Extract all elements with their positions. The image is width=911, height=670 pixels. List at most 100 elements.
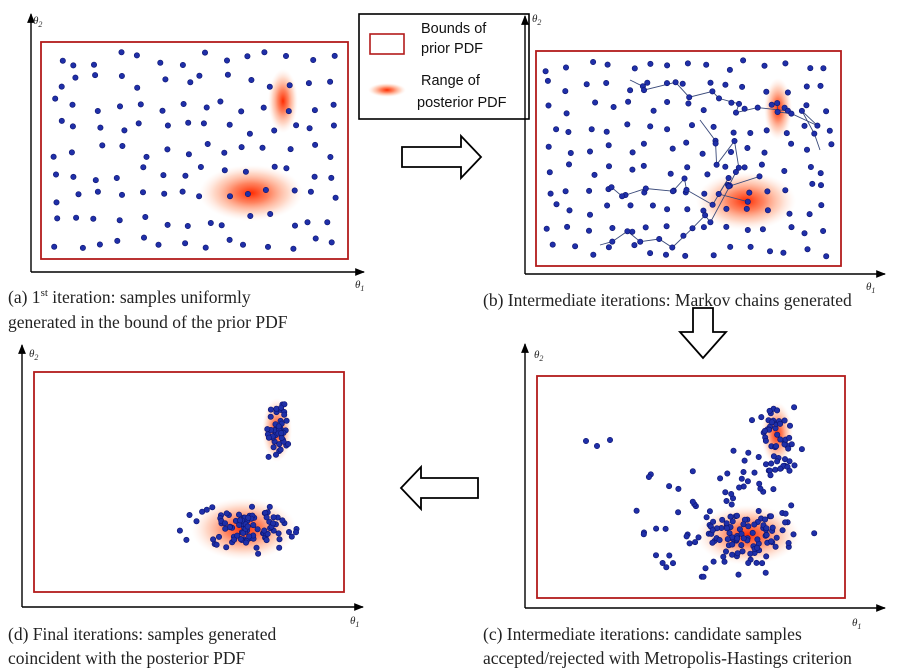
- panel-d-sample-dot: [292, 529, 299, 536]
- panel-c-stray-sample-dot: [724, 470, 731, 477]
- panel-a-sample-dot: [286, 82, 293, 89]
- panel-b-sample-dot: [763, 127, 770, 134]
- panel-a-sample-dot: [58, 83, 65, 90]
- panel-a-sample-dot: [327, 154, 334, 161]
- panel-d: θ2 θ1 (d) Final iterations: samples gene…: [8, 344, 364, 668]
- panel-c-outlier-sample-dot: [606, 436, 613, 443]
- panel-b-sample-dot: [644, 79, 651, 86]
- panel-d-sample-dot: [183, 536, 190, 543]
- panel-c-sample-dot: [729, 518, 736, 525]
- panel-d-sample-dot: [223, 510, 230, 517]
- panel-d-sample-dot: [261, 527, 268, 534]
- panel-a-sample-dot: [246, 130, 253, 137]
- panel-a-sample-dot: [164, 146, 171, 153]
- panel-a-sample-dot: [79, 244, 86, 251]
- panel-a-sample-dot: [244, 191, 251, 198]
- panel-a-sample-dot: [327, 78, 334, 85]
- panel-b-sample-dot: [803, 146, 810, 153]
- panel-b-sample-dot: [566, 207, 573, 214]
- panel-c-sample-dot: [762, 516, 769, 523]
- panel-a-sample-dot: [261, 49, 268, 56]
- panel-b-chain-sample-dot: [732, 169, 739, 176]
- panel-a-sample-dot: [164, 221, 171, 228]
- panel-a-sample-dot: [290, 245, 297, 252]
- panel-c-sample-dot: [740, 521, 747, 528]
- panel-a-sample-dot: [226, 236, 233, 243]
- panel-b-sample-dot: [562, 188, 569, 195]
- panel-a-sample-dot: [54, 215, 61, 222]
- panel-b-sample-dot: [823, 253, 830, 260]
- panel-c-prior-bound: [536, 375, 846, 599]
- panel-b-chain-sample-dot: [725, 175, 732, 182]
- panel-d-sample-dot: [222, 520, 229, 527]
- panel-c-sample-dot: [709, 539, 716, 546]
- panel-b-sample-dot: [624, 121, 631, 128]
- panel-b-chain-sample-dot: [702, 212, 709, 219]
- panel-a-sample-dot: [242, 168, 249, 175]
- panel-d-sample-dot: [263, 537, 270, 544]
- panel-b-sample-dot: [764, 207, 771, 214]
- panel-d-y-label: θ2: [29, 348, 38, 362]
- panel-b-sample-dot: [726, 66, 733, 73]
- panel-b-sample-dot: [604, 202, 611, 209]
- panel-c-sample-dot: [747, 550, 754, 557]
- panel-b-sample-dot: [649, 202, 656, 209]
- panel-b-sample-dot: [545, 102, 552, 109]
- panel-a-sample-dot: [118, 49, 125, 56]
- panel-c-stray-sample-dot: [726, 530, 733, 537]
- flow-arrow-right-icon: [401, 133, 483, 181]
- panel-c-outlier-sample-dot: [582, 437, 589, 444]
- panel-c-trail-sample-dot: [772, 466, 779, 473]
- panel-d-sample-dot: [209, 504, 216, 511]
- panel-d-sample-dot: [276, 536, 283, 543]
- panel-a-sample-dot: [113, 175, 120, 182]
- panel-a-sample-dot: [117, 103, 124, 110]
- panel-b-chain-sample-dot: [656, 236, 663, 243]
- panel-b-sample-dot: [567, 150, 574, 157]
- panel-d-sample-dot: [279, 517, 286, 524]
- panel-b-sample-dot: [591, 171, 598, 178]
- panel-c-sample-dot: [728, 501, 735, 508]
- panel-c-sample-dot: [748, 417, 755, 424]
- panel-b-sample-dot: [758, 161, 765, 168]
- panel-a-sample-dot: [142, 214, 149, 221]
- panel-c-sample-dot: [745, 559, 752, 566]
- legend-bounds-label-2: prior PDF: [421, 41, 483, 57]
- panel-d-sample-dot: [285, 528, 292, 535]
- panel-a-sample-dot: [133, 52, 140, 59]
- panel-b-chain-sample-dot: [689, 225, 696, 232]
- panel-d-caption-line-2: coincident with the posterior PDF: [8, 648, 245, 668]
- panel-a-sample-dot: [92, 72, 99, 79]
- panel-b-chain-sample-dot: [686, 94, 693, 101]
- panel-b-chain-sample-dot: [683, 186, 690, 193]
- panel-c-stray-sample-dot: [710, 558, 717, 565]
- legend-posterior-swatch: [368, 83, 406, 97]
- panel-c-sample-dot: [763, 553, 770, 560]
- panel-b-sample-dot: [727, 243, 734, 250]
- panel-b-sample-dot: [803, 83, 810, 90]
- panel-b-sample-dot: [747, 130, 754, 137]
- panel-d-sample-dot: [283, 417, 290, 424]
- panel-b-sample-dot: [784, 89, 791, 96]
- panel-b-chain-sample-dot: [609, 238, 616, 245]
- panel-c-sample-dot: [719, 516, 726, 523]
- panel-c-sample-dot: [769, 524, 776, 531]
- panel-a-sample-dot: [184, 223, 191, 230]
- panel-b-sample-dot: [562, 88, 569, 95]
- panel-a-posterior-region-2: [268, 69, 298, 133]
- panel-a-sample-dot: [304, 219, 311, 226]
- panel-b-sample-dot: [647, 123, 654, 130]
- panel-c-sample-dot: [768, 419, 775, 426]
- panel-d-samples: [176, 401, 300, 557]
- panel-c-sample-dot: [773, 534, 780, 541]
- panel-a-sample-dot: [221, 149, 228, 156]
- panel-b-sample-dot: [664, 126, 671, 133]
- panel-c-stray-sample-dot: [754, 544, 761, 551]
- panel-a-sample-dot: [68, 149, 75, 156]
- panel-b-sample-dot: [610, 104, 617, 111]
- panel-a-sample-dot: [134, 84, 141, 91]
- panel-a-sample-dot: [221, 167, 228, 174]
- panel-a-sample-dot: [119, 143, 126, 150]
- panel-c-sample-dot: [729, 541, 736, 548]
- panel-b-sample-dot: [625, 98, 632, 105]
